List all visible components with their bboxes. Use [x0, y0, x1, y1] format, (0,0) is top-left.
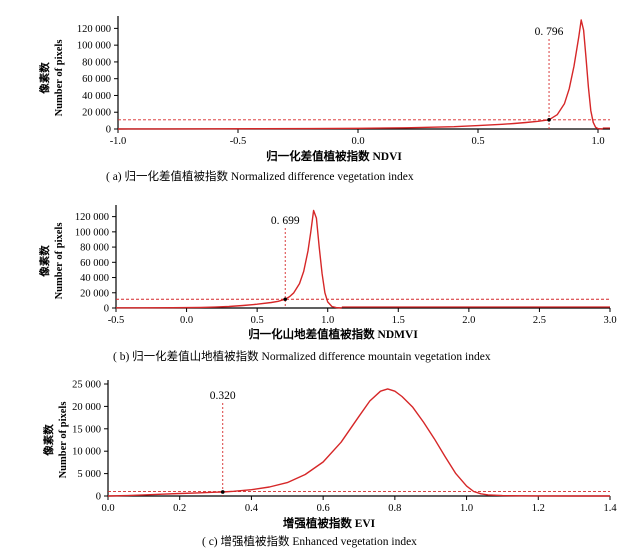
x-tick-label: 1.0: [591, 136, 604, 147]
y-axis-label-cn: 像素数: [42, 424, 55, 456]
y-tick-label: 0: [96, 492, 101, 503]
y-tick-label: 80 000: [82, 57, 111, 68]
y-tick-label: 20 000: [72, 402, 101, 413]
y-tick-label: 0: [106, 125, 111, 136]
x-tick-label: 0.0: [351, 136, 364, 147]
y-tick-label: 80 000: [80, 243, 109, 254]
threshold-label: 0. 796: [535, 26, 564, 38]
x-tick-label: 0.5: [251, 315, 264, 326]
y-axis-label-en: Number of pixels: [58, 402, 69, 479]
y-tick-label: 20 000: [80, 288, 109, 299]
panel-evi: 0 5 000 10 000 15 000 20 000 25 000 0.0 0.2 0.4 0…: [42, 380, 617, 549]
x-tick-label: -0.5: [108, 315, 125, 326]
y-tick-label: 40 000: [82, 91, 111, 102]
y-tick-label: 120 000: [77, 24, 111, 35]
y-axis-label-cn: 像素数: [38, 245, 51, 277]
x-tick-label: 0.0: [101, 503, 114, 514]
x-axis-label: 增强植被指数 EVI: [283, 516, 376, 530]
x-tick-label: 1.0: [460, 503, 473, 514]
x-tick-label: 0.8: [388, 503, 401, 514]
y-axis-label-en: Number of pixels: [54, 40, 65, 117]
y-tick-label: 100 000: [75, 227, 109, 238]
threshold-label: 0. 699: [271, 215, 300, 227]
threshold-point: [547, 117, 551, 122]
y-tick-label: 15 000: [72, 424, 101, 435]
y-tick-label: 0: [104, 304, 109, 315]
y-tick-label: 25 000: [72, 380, 101, 391]
series-line: [107, 388, 610, 497]
x-tick-label: 1.0: [321, 315, 334, 326]
x-tick-label: 0.2: [173, 503, 186, 514]
x-tick-label: 1.5: [392, 315, 405, 326]
x-tick-label: 0.5: [471, 136, 484, 147]
x-tick-label: 2.5: [533, 315, 546, 326]
panel-caption: ( a) 归一化差值植被指数 Normalized difference veg…: [106, 169, 414, 183]
x-tick-label: 1.4: [603, 503, 617, 514]
panel-caption: ( b) 归一化差值山地植被指数 Normalized difference m…: [113, 349, 491, 363]
x-tick-label: 3.0: [603, 315, 616, 326]
y-tick-label: 40 000: [80, 273, 109, 284]
x-tick-label: 0.0: [180, 315, 193, 326]
y-axis-label-en: Number of pixels: [54, 223, 65, 300]
x-tick-label: 0.6: [317, 503, 330, 514]
threshold-point: [220, 490, 225, 494]
threshold-label: 0.320: [210, 390, 236, 402]
series-line: [117, 19, 603, 130]
panel-ndmvi: 0 20 000 40 000 60 000 80 000 100 000 120 000 -…: [38, 205, 617, 363]
x-tick-label: -1.0: [110, 136, 127, 147]
y-tick-label: 20 000: [82, 108, 111, 119]
y-tick-label: 60 000: [82, 74, 111, 85]
series-line: [116, 209, 342, 309]
x-tick-label: 2.0: [462, 315, 475, 326]
x-axis-label: 归一化差值植被指数 NDVI: [266, 149, 402, 163]
threshold-point: [283, 297, 288, 302]
y-tick-label: 10 000: [72, 447, 101, 458]
y-axis-label-cn: 像素数: [38, 62, 51, 94]
x-tick-label: 0.4: [245, 503, 259, 514]
x-tick-label: 1.2: [532, 503, 545, 514]
panel-caption: ( c) 增强植被指数 Enhanced vegetation index: [202, 534, 417, 548]
y-tick-label: 60 000: [80, 258, 109, 269]
panel-ndvi: 0 20 000 40 000 60 000 80 000 100 000 120 000 -…: [38, 16, 610, 183]
y-tick-label: 120 000: [75, 212, 109, 223]
y-tick-label: 5 000: [77, 469, 101, 480]
y-tick-label: 100 000: [77, 41, 111, 52]
x-tick-label: -0.5: [230, 136, 247, 147]
x-axis-label: 归一化山地差值植被指数 NDMVI: [248, 327, 418, 341]
